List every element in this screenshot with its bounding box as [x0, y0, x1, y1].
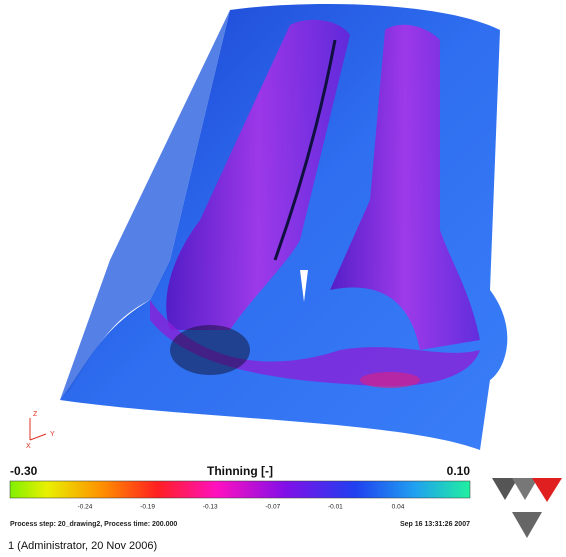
legend-tick-label: -0.24 — [78, 504, 93, 511]
color-bar — [10, 481, 470, 498]
legend-tick-label: -0.01 — [328, 504, 343, 511]
axis-x: X — [26, 443, 31, 450]
axis-z: Z — [33, 411, 38, 418]
legend-tick-label: -0.19 — [140, 504, 155, 511]
legend-max: 0.10 — [447, 464, 471, 478]
legend-tick-label: 0.04 — [392, 504, 405, 511]
formed-part — [60, 4, 507, 450]
footer: 1 (Administrator, 20 Nov 2006) — [8, 540, 157, 552]
screenshot: Z Y X -0.30 Thinning [-] 0.10 -0.24 -0.19… — [0, 0, 566, 557]
axes-triad: Z Y X — [26, 411, 55, 450]
logo — [492, 478, 562, 538]
process-info: Process step: 20_drawing2, Process time:… — [10, 521, 177, 528]
legend-title: Thinning [-] — [207, 464, 273, 478]
timestamp: Sep 16 13:31:26 2007 — [400, 521, 470, 528]
legend-tick-label: -0.07 — [265, 504, 280, 511]
legend-min: -0.30 — [10, 464, 38, 478]
legend-tick-label: -0.13 — [203, 504, 218, 511]
viewport: Z Y X -0.30 Thinning [-] 0.10 -0.24 -0.19… — [0, 0, 566, 557]
axis-y: Y — [50, 431, 55, 438]
